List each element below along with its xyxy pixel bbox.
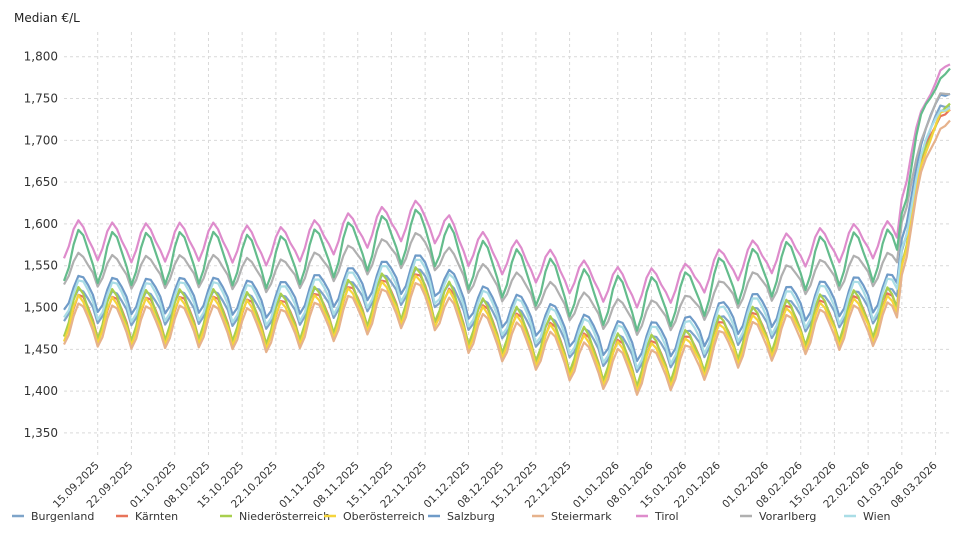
y-axis-label: Median €/L [14, 11, 80, 25]
legend-label: Niederösterreich [239, 510, 330, 523]
legend-label: Tirol [654, 510, 679, 523]
series-line [62, 109, 951, 393]
y-tick-label: 1,400 [24, 384, 58, 398]
y-tick-label: 1,500 [24, 301, 58, 315]
y-axis-ticks: 1,350 1,400 1,450 1,500 1,550 1,600 1,650 1,700… [24, 50, 58, 440]
series-line [63, 92, 951, 362]
y-tick-label: 1,800 [24, 50, 58, 64]
series-line [63, 106, 951, 370]
legend-label: Burgenland [31, 510, 94, 523]
y-tick-label: 1,600 [24, 217, 58, 231]
series-line [63, 119, 951, 396]
y-tick-label: 1,350 [24, 426, 58, 440]
y-tick-label: 1,750 [24, 92, 58, 106]
legend-label: Salzburg [447, 510, 495, 523]
series-lines [62, 63, 951, 396]
legend-label: Vorarlberg [759, 510, 816, 523]
series-line [62, 63, 951, 309]
legend-label: Kärnten [135, 510, 178, 523]
legend-label: Oberösterreich [343, 510, 425, 523]
y-tick-label: 1,550 [24, 259, 58, 273]
y-tick-label: 1,450 [24, 342, 58, 356]
series-line [63, 92, 951, 336]
legend: Burgenland Kärnten Niederösterreich Oberöst… [12, 510, 890, 523]
y-tick-label: 1,650 [24, 175, 58, 189]
series-line [62, 67, 951, 332]
legend-label: Steiermark [551, 510, 612, 523]
y-tick-label: 1,700 [24, 133, 58, 147]
legend-label: Wien [863, 510, 890, 523]
x-axis-ticks: 15.09.202522.09.202501.10.202508.10.2025… [51, 459, 940, 510]
